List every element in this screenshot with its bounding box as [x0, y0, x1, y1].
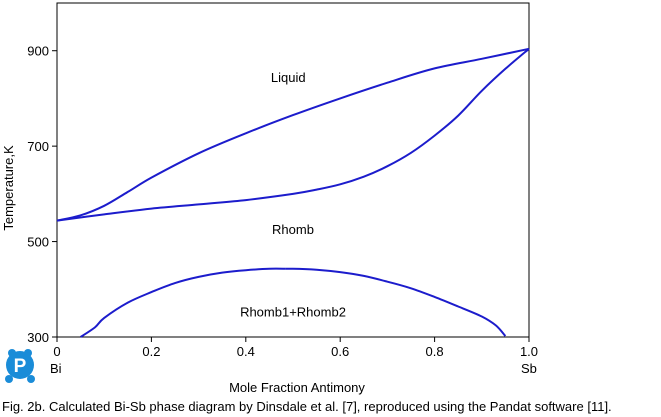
x-end-label-left: Bi — [50, 361, 62, 376]
y-tick-label: 900 — [27, 44, 49, 59]
tick-labels: 0 0.2 0.4 0.6 0.8 1.0 300 500 700 900 — [27, 44, 538, 359]
phase-boundary-line-4 — [285, 267, 507, 337]
x-end-label-right: Sb — [521, 361, 537, 376]
pandat-logo: P — [5, 349, 35, 383]
region-label: Liquid — [271, 70, 306, 85]
x-tick-label: 1.0 — [520, 344, 538, 359]
x-tick-label: 0.4 — [237, 344, 255, 359]
y-axis-title: Temperature,K — [1, 145, 16, 231]
x-tick-label: 0.6 — [331, 344, 349, 359]
phase-boundary-line-3 — [80, 267, 286, 338]
axis-ticks — [52, 50, 530, 342]
x-tick-label: 0.8 — [426, 344, 444, 359]
x-axis-title: Mole Fraction Antimony — [229, 380, 365, 395]
plot-frame — [56, 2, 530, 338]
x-tick-label: 0.2 — [142, 344, 160, 359]
figure-caption: Fig. 2b. Calculated Bi-Sb phase diagram … — [2, 399, 612, 414]
y-tick-label: 500 — [27, 235, 49, 250]
phase-diagram-chart: Liquid Rhomb Rhomb1+Rhomb2 0 0.2 0.4 0.6 0.8 1.… — [1, 2, 538, 395]
phase-boundary-line-1 — [56, 47, 530, 222]
y-tick-label: 300 — [27, 330, 49, 345]
phase-boundary-line-2 — [56, 48, 530, 222]
x-tick-label: 0 — [53, 344, 60, 359]
region-label: Rhomb1+Rhomb2 — [240, 305, 346, 320]
y-tick-label: 700 — [27, 139, 49, 154]
region-label: Rhomb — [272, 222, 314, 237]
svg-text:P: P — [14, 356, 27, 377]
phase-boundaries: Liquid Rhomb Rhomb1+Rhomb2 — [56, 47, 530, 338]
